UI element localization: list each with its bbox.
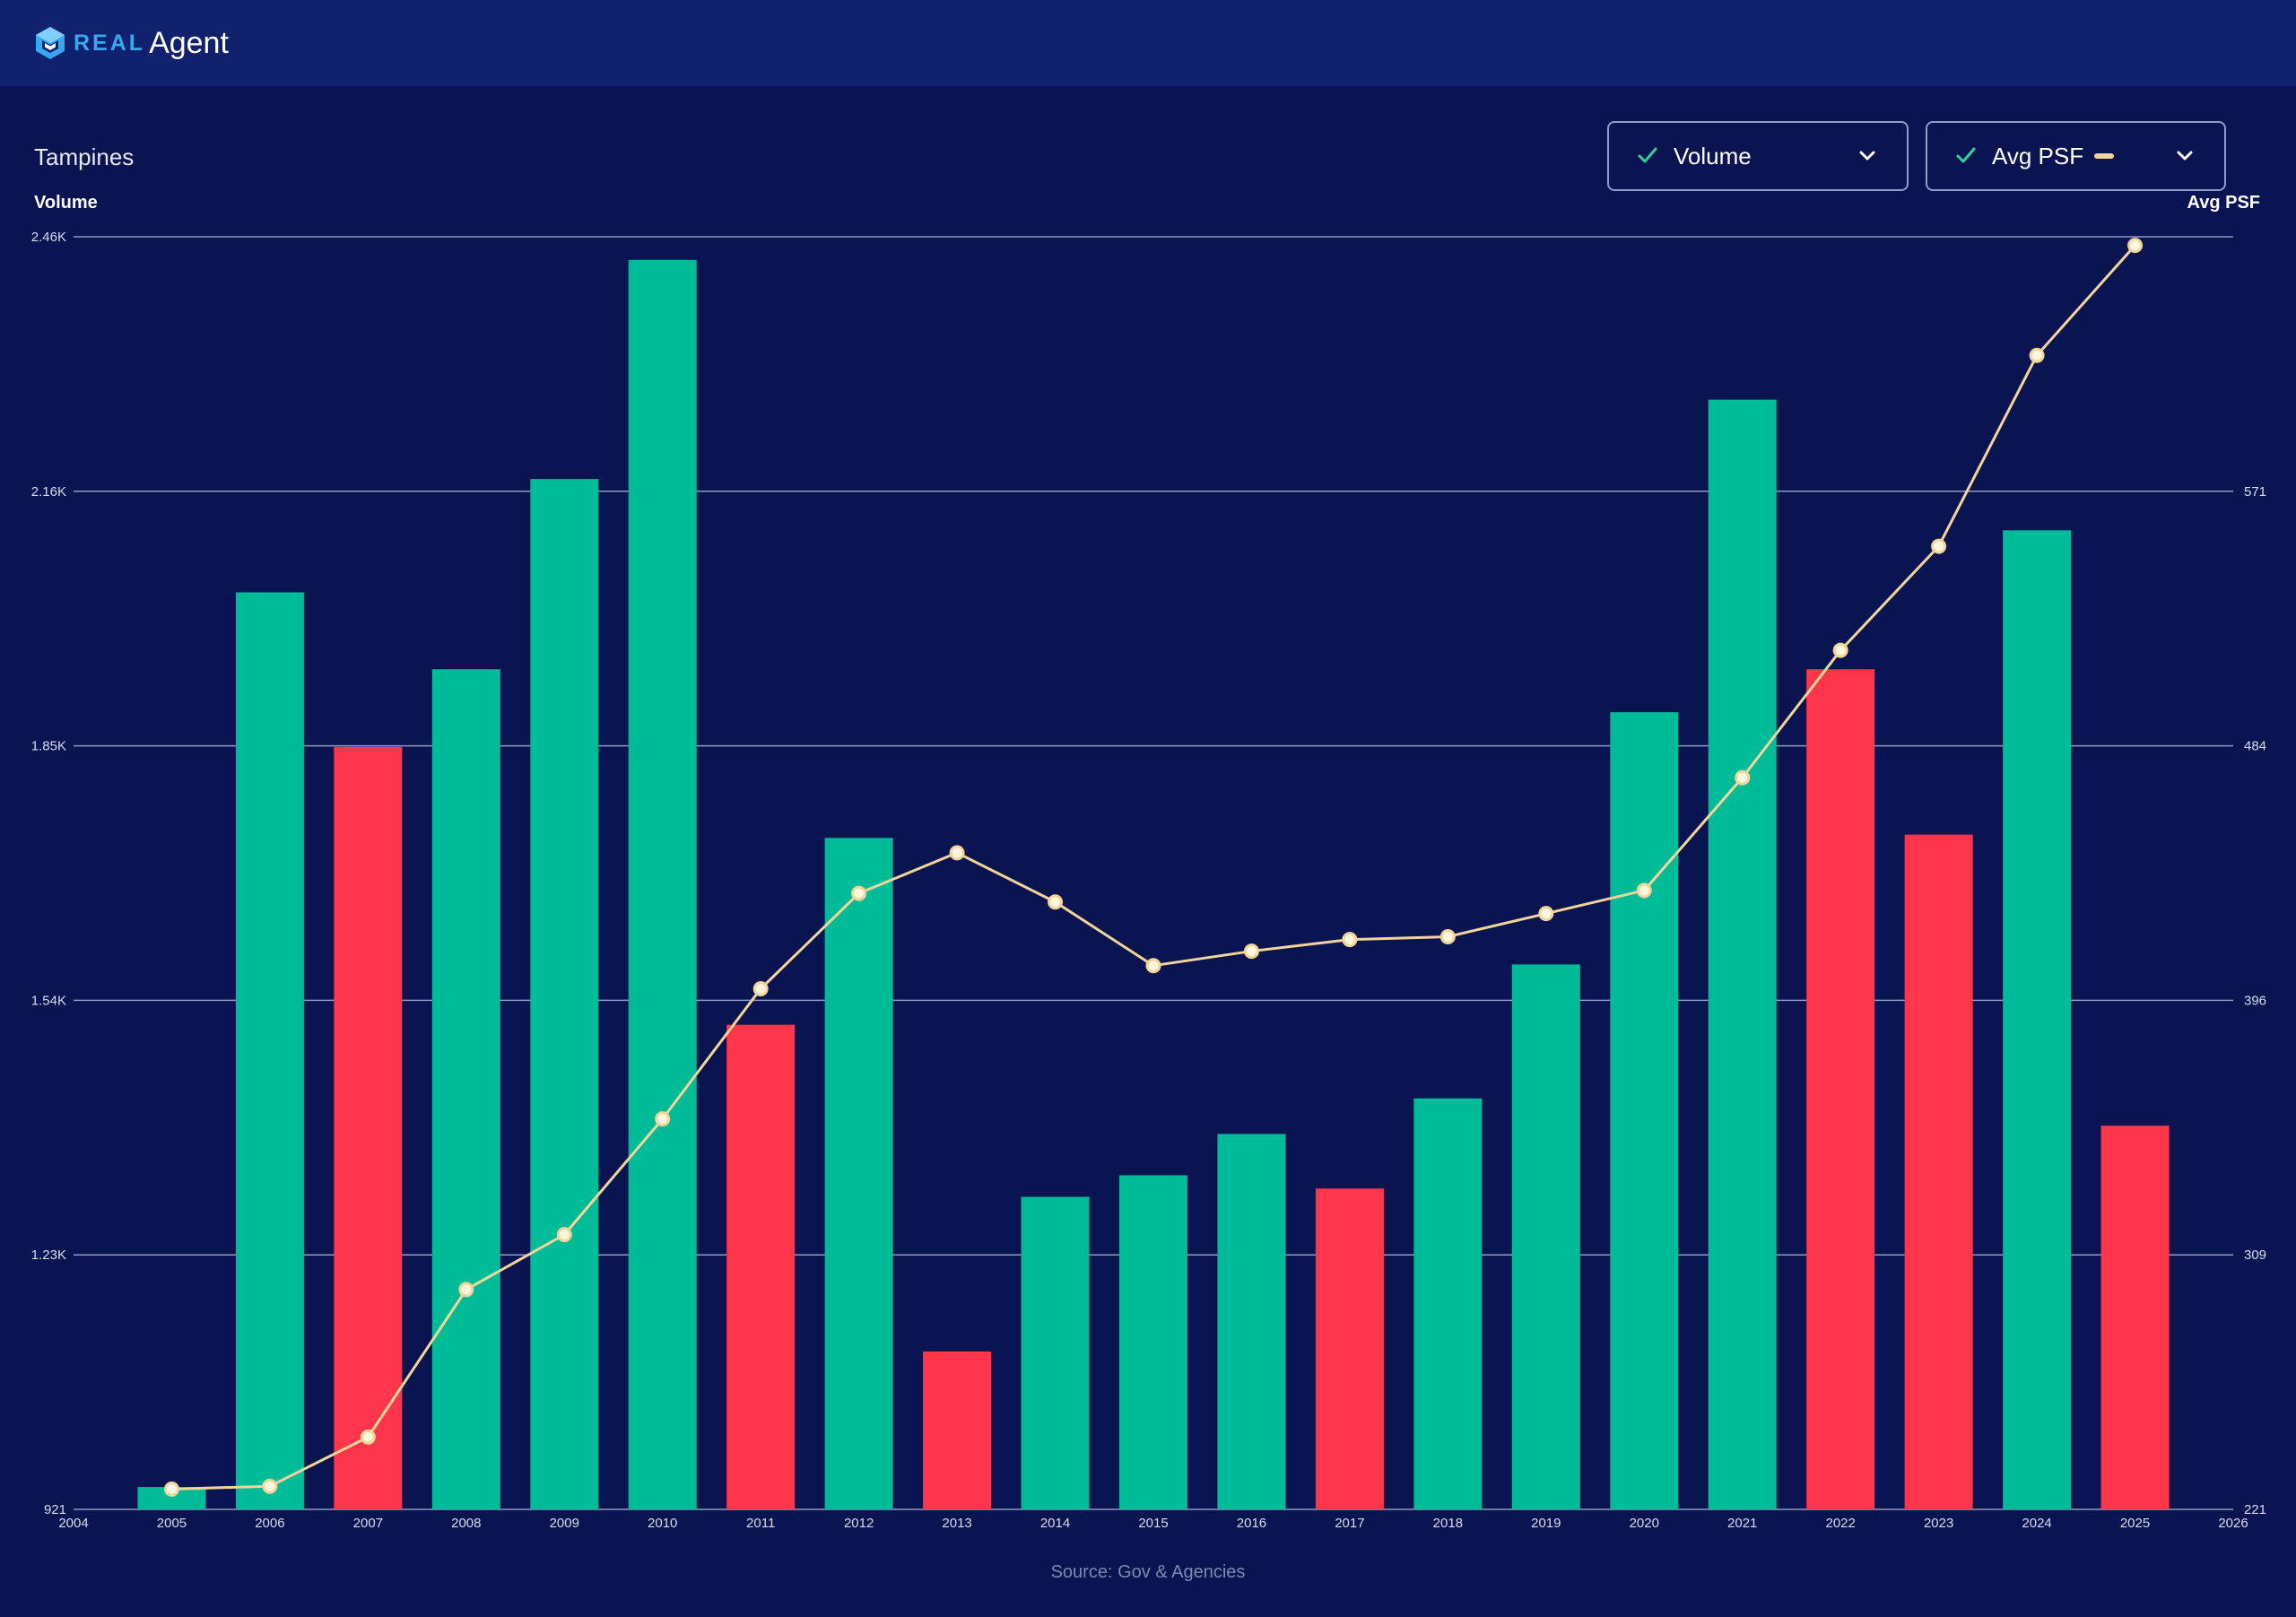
realagent-logo[interactable]: REAL Agent (34, 25, 229, 61)
volume-bar (923, 1351, 992, 1509)
x-tick-label: 2021 (1727, 1516, 1757, 1531)
check-icon (1638, 147, 1657, 163)
volume-bar (2100, 1126, 2170, 1509)
y2-tick-label: 571 (2244, 484, 2266, 500)
volume-bar (1904, 834, 1973, 1509)
y-tick-label: 1.54K (31, 993, 66, 1008)
x-tick-label: 2017 (1335, 1516, 1364, 1531)
x-tick-label: 2011 (746, 1516, 775, 1531)
psf-line-swatch (2094, 153, 2115, 159)
volume-dropdown-label: Volume (1674, 142, 1752, 170)
volume-bar (1511, 964, 1580, 1509)
x-tick-label: 2015 (1138, 1516, 1168, 1531)
volume-bar (1413, 1098, 1483, 1509)
y-tick-label: 1.23K (31, 1248, 66, 1263)
avg-psf-point (1832, 642, 1848, 658)
avg-psf-point (2127, 238, 2144, 254)
avg-psf-point (262, 1478, 278, 1494)
volume-bar (1315, 1188, 1384, 1509)
y2-tick-label: 309 (2244, 1248, 2266, 1263)
volume-dropdown[interactable]: Volume (1607, 121, 1909, 191)
avg-psf-point (2029, 347, 2045, 363)
avg-psf-point (360, 1429, 376, 1445)
logo-agent-text: Agent (149, 25, 229, 60)
avg-psf-point (556, 1227, 572, 1243)
avg-psf-point (752, 981, 769, 996)
avg-psf-point (1538, 906, 1554, 922)
volume-bar (1708, 399, 1777, 1509)
x-tick-label: 2008 (451, 1516, 481, 1531)
avg-psf-point (1439, 928, 1456, 944)
left-axis-title: Volume (34, 193, 98, 213)
x-tick-label: 2020 (1630, 1516, 1659, 1531)
volume-bar (431, 669, 500, 1509)
check-icon (1956, 147, 1976, 163)
chevron-down-icon (1859, 151, 1875, 161)
x-tick-label: 2016 (1237, 1516, 1266, 1531)
source-note: Source: Gov & Agencies (1050, 1562, 1246, 1582)
avg-psf-point (1048, 894, 1064, 910)
x-tick-label: 2019 (1531, 1516, 1561, 1531)
x-tick-label: 2006 (255, 1516, 284, 1531)
x-tick-label: 2026 (2218, 1516, 2248, 1531)
x-tick-label: 2013 (942, 1516, 971, 1531)
volume-bar (726, 1024, 796, 1509)
volume-bar (235, 592, 304, 1509)
avg-psf-point (949, 845, 965, 861)
x-tick-label: 2012 (844, 1516, 874, 1531)
avg-psf-point (1636, 882, 1652, 899)
avg-psf-point (1931, 538, 1947, 554)
x-tick-label: 2010 (648, 1516, 677, 1531)
y2-tick-label: 221 (2244, 1502, 2266, 1517)
volume-bar (530, 479, 599, 1509)
volume-bar (1806, 669, 1875, 1509)
avg-psf-point (1342, 932, 1358, 948)
avg-psf-point (163, 1481, 179, 1497)
volume-bar (1021, 1196, 1090, 1509)
x-tick-label: 2018 (1433, 1516, 1463, 1531)
avg-psf-dropdown-label: Avg PSF (1992, 142, 2084, 170)
avg-psf-point (1735, 769, 1751, 786)
avg-psf-point (655, 1111, 671, 1127)
area-title: Tampines (34, 143, 135, 170)
chevron-down-icon (2177, 151, 2193, 161)
y-tick-label: 921 (44, 1502, 66, 1517)
volume-bar (824, 838, 893, 1509)
x-tick-label: 2023 (1924, 1516, 1953, 1531)
x-tick-label: 2014 (1040, 1516, 1070, 1531)
x-tick-label: 2025 (2120, 1516, 2150, 1531)
logo-real-text: REAL (74, 30, 146, 56)
y-tick-label: 2.16K (31, 484, 66, 500)
y2-tick-label: 484 (2244, 739, 2266, 754)
y-tick-label: 2.46K (31, 230, 66, 245)
right-axis-title: Avg PSF (2187, 193, 2261, 213)
x-tick-label: 2024 (2022, 1516, 2051, 1531)
logo-cube-icon (36, 27, 65, 59)
y-tick-label: 1.85K (31, 739, 66, 754)
x-tick-label: 2009 (550, 1516, 579, 1531)
avg-psf-point (851, 885, 867, 901)
x-tick-label: 2005 (157, 1516, 187, 1531)
volume-bar (1119, 1175, 1187, 1509)
top-bar: REAL Agent (0, 0, 2296, 86)
volume-bar (334, 746, 403, 1509)
avg-psf-point (1243, 943, 1259, 960)
y2-tick-label: 396 (2244, 993, 2266, 1008)
x-tick-label: 2004 (58, 1516, 88, 1531)
x-tick-label: 2022 (1825, 1516, 1855, 1531)
avg-psf-dropdown[interactable]: Avg PSF (1926, 121, 2226, 191)
avg-psf-point (1145, 958, 1161, 974)
avg-psf-point (458, 1282, 474, 1298)
x-tick-label: 2007 (353, 1516, 383, 1531)
volume-bar (1217, 1134, 1286, 1509)
volume-bar (2003, 530, 2072, 1509)
volume-bar (628, 259, 697, 1509)
volume-bar (1610, 712, 1679, 1509)
